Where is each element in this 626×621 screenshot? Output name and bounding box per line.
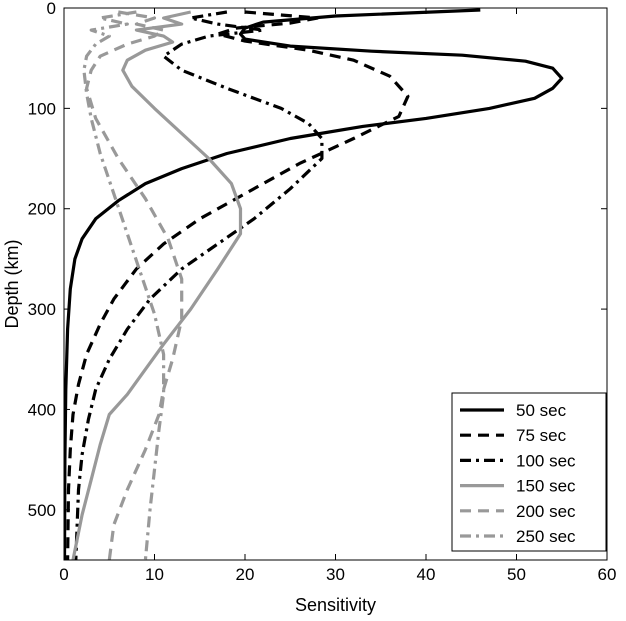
y-axis-label: Depth (km) — [2, 239, 22, 328]
legend-label: 75 sec — [516, 426, 567, 445]
y-tick-label: 500 — [28, 501, 56, 520]
x-tick-label: 30 — [326, 565, 345, 584]
legend-label: 200 sec — [516, 502, 576, 521]
series-line-50-sec — [64, 8, 564, 560]
x-tick-label: 0 — [59, 565, 68, 584]
series-line-75-sec — [66, 10, 410, 560]
legend-items: 50 sec 75 sec 100 sec 150 sec 200 sec 250 sec — [460, 401, 576, 546]
series-layer — [64, 8, 564, 560]
y-tick-label: 200 — [28, 200, 56, 219]
series-line-150-sec — [71, 10, 243, 560]
y-tick-label: 100 — [28, 99, 56, 118]
legend-label: 100 sec — [516, 451, 576, 470]
ticks-layer: 0 10 20 30 40 50 60 0 100 200 300 400 500 — [28, 0, 617, 584]
y-tick-label: 400 — [28, 400, 56, 419]
x-tick-label: 10 — [145, 565, 164, 584]
legend-label: 250 sec — [516, 527, 576, 546]
x-axis-label: Sensitivity — [295, 595, 376, 615]
series-line-100-sec — [74, 10, 324, 560]
y-tick-label: 0 — [47, 0, 56, 18]
x-tick-label: 50 — [507, 565, 526, 584]
x-tick-label: 40 — [417, 565, 436, 584]
x-tick-label: 20 — [236, 565, 255, 584]
y-tick-label: 300 — [28, 300, 56, 319]
legend: 50 sec 75 sec 100 sec 150 sec 200 sec 250 sec — [451, 392, 607, 552]
legend-box — [451, 392, 607, 552]
series-line-200-sec — [85, 10, 184, 560]
x-tick-label: 60 — [598, 565, 617, 584]
legend-label: 150 sec — [516, 477, 576, 496]
series-line-250-sec — [82, 10, 166, 560]
legend-label: 50 sec — [516, 401, 567, 420]
